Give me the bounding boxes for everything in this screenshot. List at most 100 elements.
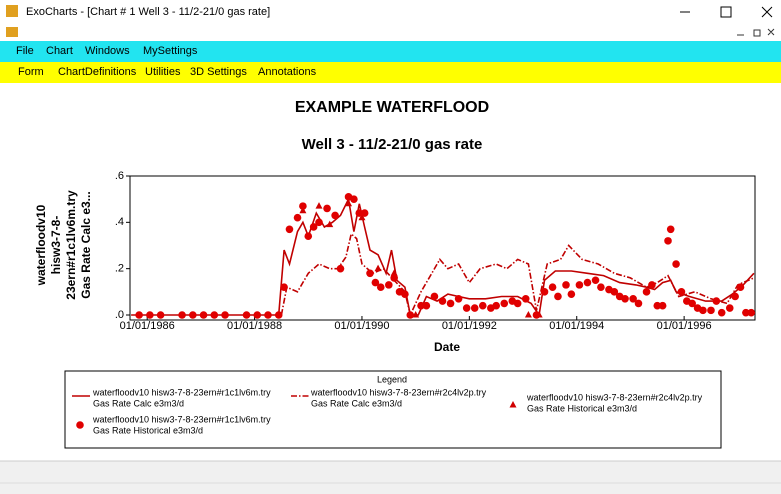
data-point xyxy=(280,283,288,292)
data-line xyxy=(280,232,755,318)
data-point xyxy=(521,294,530,303)
data-point xyxy=(575,281,584,289)
data-point xyxy=(688,299,696,308)
data-point xyxy=(199,311,208,319)
y-axis-label: 23ern#r1c1lv6m.try xyxy=(64,190,78,300)
toolbar xyxy=(0,62,781,83)
data-point xyxy=(336,264,345,273)
data-point xyxy=(146,311,154,319)
close-button[interactable] xyxy=(761,6,773,18)
data-point xyxy=(315,218,323,227)
data-point xyxy=(385,281,393,289)
legend-box xyxy=(64,370,722,449)
child-controls[interactable] xyxy=(737,28,775,37)
data-point xyxy=(747,308,756,317)
legend-label: Gas Rate Historical e3m3/d xyxy=(93,425,203,435)
data-point xyxy=(470,304,479,312)
data-point xyxy=(390,274,398,282)
data-point xyxy=(274,311,283,319)
data-point xyxy=(293,213,302,222)
data-point xyxy=(401,290,409,298)
data-point xyxy=(524,311,532,318)
x-tick-label: 01/01/1992 xyxy=(442,320,497,332)
data-point xyxy=(610,288,619,296)
data-point xyxy=(331,211,339,220)
y-axis-label: Gas Rate Calc e3... xyxy=(79,191,93,298)
data-point xyxy=(430,292,439,301)
child-icon xyxy=(6,27,18,37)
data-point xyxy=(500,299,509,308)
toolbar-item[interactable]: Form xyxy=(18,66,44,78)
data-point xyxy=(376,283,385,292)
legend-label: Gas Rate Historical e3m3/d xyxy=(527,403,637,413)
data-point xyxy=(406,311,415,319)
data-point xyxy=(253,311,262,319)
menu-item[interactable]: Windows xyxy=(85,45,130,57)
data-point xyxy=(478,301,487,310)
maximize-button[interactable] xyxy=(720,6,732,18)
toolbar-item[interactable]: Annotations xyxy=(258,66,317,78)
data-point xyxy=(285,225,294,234)
legend-label: waterfloodv10 hisw3-7-8-23ern#r2c4lv2p.t… xyxy=(310,387,487,397)
data-point xyxy=(156,311,165,319)
y-tick-label: .4 xyxy=(115,216,124,228)
toolbar-item[interactable]: ChartDefinitions xyxy=(58,66,137,78)
data-point xyxy=(666,225,675,234)
data-point xyxy=(672,260,680,268)
data-point xyxy=(664,237,672,245)
plot-frame xyxy=(129,175,756,321)
data-point xyxy=(736,283,745,292)
app-icon xyxy=(6,5,18,17)
data-point xyxy=(591,276,600,285)
data-point xyxy=(355,209,364,217)
data-point xyxy=(492,301,500,310)
legend-swatch xyxy=(76,421,84,429)
data-point xyxy=(422,301,431,310)
data-point xyxy=(366,269,374,278)
data-point xyxy=(731,292,739,301)
chart-title: EXAMPLE WATERFLOOD xyxy=(295,99,489,116)
data-point xyxy=(597,283,605,292)
menu-item[interactable]: MySettings xyxy=(143,45,198,57)
chart-subtitle: Well 3 - 11/2-21/0 gas rate xyxy=(302,136,483,153)
data-point xyxy=(315,202,323,209)
menu-item[interactable]: File xyxy=(16,45,34,57)
menu-item[interactable]: Chart xyxy=(46,45,73,57)
data-point xyxy=(350,195,358,203)
y-tick-label: .0 xyxy=(115,309,124,321)
legend-label: Gas Rate Calc e3m3/d xyxy=(311,398,402,408)
toolbar-item[interactable]: 3D Settings xyxy=(190,66,247,78)
data-point xyxy=(326,220,334,228)
data-point xyxy=(725,304,734,312)
window-title: ExoCharts - [Chart # 1 Well 3 - 11/2-21/… xyxy=(26,6,270,18)
data-point xyxy=(242,311,251,319)
legend-label: waterfloodv10 hisw3-7-8-23ern#r2c4lv2p.t… xyxy=(526,392,703,402)
legend-swatch xyxy=(509,401,517,408)
data-point xyxy=(299,206,307,214)
data-point xyxy=(634,299,643,308)
data-line xyxy=(131,196,755,318)
data-point xyxy=(221,311,229,319)
legend-title: Legend xyxy=(377,374,407,384)
data-point xyxy=(304,232,313,241)
data-point xyxy=(742,308,750,317)
data-point xyxy=(658,301,667,310)
y-tick-label: .2 xyxy=(115,263,124,275)
data-point xyxy=(699,306,707,315)
data-point xyxy=(548,283,557,292)
data-point xyxy=(390,269,398,276)
x-tick-label: 01/01/1988 xyxy=(227,320,282,332)
data-point xyxy=(323,204,331,213)
data-point xyxy=(629,294,637,303)
data-point xyxy=(299,202,307,210)
data-point xyxy=(178,311,186,319)
data-point xyxy=(345,199,353,207)
data-point xyxy=(567,290,576,298)
data-point xyxy=(210,311,219,319)
data-point xyxy=(562,281,570,289)
toolbar-item[interactable]: Utilities xyxy=(145,66,181,78)
x-tick-label: 01/01/1996 xyxy=(657,320,712,332)
menu-bar xyxy=(0,41,781,62)
data-point xyxy=(712,297,721,305)
data-point xyxy=(446,299,455,308)
